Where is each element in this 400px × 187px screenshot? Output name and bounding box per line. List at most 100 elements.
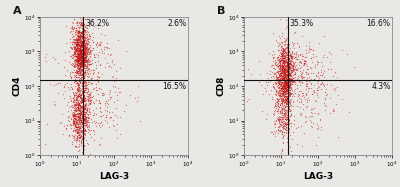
Point [283,96,289,99]
Point [77,63,83,66]
Point [78,55,84,58]
Point [82,99,88,102]
Point [278,128,284,131]
Point [79,129,86,132]
Point [74,55,81,58]
Point [280,98,286,101]
Point [78,136,85,139]
Point [282,119,289,122]
Point [42,143,48,146]
Point [299,55,305,58]
Point [106,64,112,67]
Point [50,99,57,102]
Point [76,43,82,46]
Point [72,43,79,46]
Point [284,90,290,93]
Point [85,99,91,102]
Point [78,98,85,101]
Point [274,91,281,94]
Point [96,105,103,108]
Point [75,34,82,37]
Point [278,84,284,87]
Point [286,73,292,76]
Point [80,49,86,52]
Point [315,126,321,129]
Point [276,59,283,62]
Point [286,79,293,82]
Point [80,32,87,35]
Point [79,25,85,28]
Point [80,103,86,106]
Point [71,112,77,115]
Point [310,90,316,93]
Point [81,94,87,97]
Point [74,42,80,45]
Point [79,122,86,125]
Point [282,116,288,119]
Point [289,69,296,72]
Point [286,92,293,95]
Point [64,116,71,119]
Point [84,64,91,67]
Point [76,123,82,126]
Point [71,81,77,84]
Point [72,94,78,97]
Point [74,59,80,62]
Point [82,122,89,125]
Point [276,97,282,100]
Point [103,113,110,116]
Point [78,65,85,68]
Point [81,64,88,67]
Point [314,60,321,63]
Point [286,69,292,72]
Point [283,82,289,85]
Point [274,109,280,112]
Point [284,116,291,119]
Point [78,50,84,53]
Point [66,122,73,125]
Point [68,63,75,66]
Point [86,32,92,35]
Point [78,130,85,133]
Point [280,71,287,74]
Point [82,52,88,55]
Point [81,88,87,91]
Point [281,113,288,116]
Point [285,57,292,60]
Point [84,118,90,121]
Point [280,90,287,93]
Point [71,113,77,116]
Point [134,99,140,102]
Point [76,103,82,106]
Point [311,106,318,109]
Point [280,87,286,90]
Point [72,31,78,34]
Point [81,87,88,90]
Point [61,65,67,68]
Point [78,58,84,61]
Point [77,44,84,47]
Point [302,56,309,59]
Point [72,45,78,48]
Point [272,104,279,107]
Point [80,36,87,39]
Point [75,125,82,128]
Point [79,118,86,121]
Point [272,101,279,104]
Point [84,42,90,45]
Point [74,51,80,54]
Point [89,41,96,44]
Point [79,42,85,45]
Point [99,93,105,96]
Point [78,59,85,62]
Point [286,84,293,87]
Point [290,92,296,95]
Point [72,41,79,44]
Point [283,83,289,86]
Point [73,98,80,101]
Point [281,86,287,89]
Point [278,57,285,60]
Point [76,130,83,133]
Point [81,52,88,55]
Point [93,52,99,55]
